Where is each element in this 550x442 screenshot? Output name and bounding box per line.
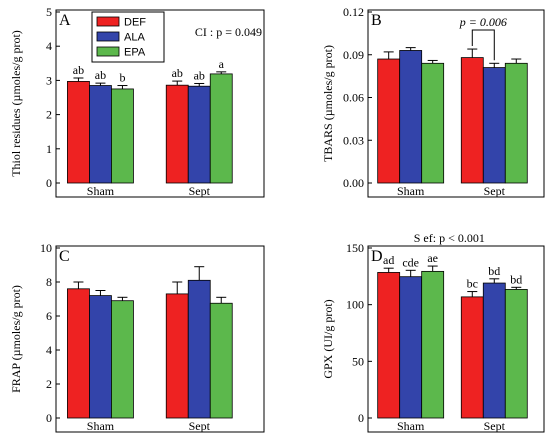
x-tick-label: Sham	[397, 184, 425, 198]
y-tick-label: 0.00	[343, 176, 364, 190]
y-tick-label: 4	[46, 343, 52, 357]
plot-frame	[367, 245, 545, 433]
x-tick-label: Sept	[484, 184, 506, 198]
legend-swatch-def	[96, 16, 120, 27]
y-tick-label: 150	[346, 241, 364, 255]
y-tick-label: 3	[46, 73, 52, 87]
legend-swatch-epa	[96, 46, 120, 57]
bar-def-sept	[165, 84, 189, 184]
panel-B: 0.00 0.03 0.06 0.09 0.12 TBARS (µmoles/g prot…	[321, 5, 545, 198]
bar-letter-label: ab	[172, 66, 183, 80]
bar-ala-sept	[187, 279, 211, 419]
bar-letter-label: ad	[383, 253, 394, 267]
bar-def-sept	[460, 296, 484, 419]
y-tick-label: 0.12	[343, 5, 364, 19]
bar-ala-sept	[482, 67, 506, 184]
bar-letter-label: b	[119, 71, 125, 85]
stat-annotation: CI : p = 0.049	[195, 25, 262, 39]
bar-ala-sham	[399, 50, 423, 184]
bar-ala-sept	[482, 282, 506, 419]
y-tick-label: 2	[46, 377, 52, 391]
y-tick-label: 0.03	[343, 133, 364, 147]
bar-epa-sept	[209, 73, 233, 184]
panel-label: D	[371, 248, 383, 265]
bar-letter-label: ab	[95, 68, 106, 82]
y-tick-label: 100	[346, 298, 364, 312]
panel-label: A	[59, 12, 71, 29]
bar-ala-sept	[187, 85, 211, 184]
bar-letter-label: ab	[73, 63, 84, 77]
bar-epa-sham	[421, 62, 445, 184]
stat-annotation: p = 0.006	[459, 15, 507, 29]
bar-def-sham	[67, 288, 90, 419]
y-tick-label: 5	[46, 5, 52, 19]
y-axis-label: FRAP (µmoles/g prot)	[9, 285, 23, 393]
panel-label: B	[371, 12, 382, 29]
bar-epa-sept	[504, 289, 528, 419]
bar-epa-sept	[504, 62, 528, 184]
significance-bracket	[471, 29, 495, 61]
y-axis-label: TBARS (µmoles/g prot)	[321, 45, 335, 162]
y-tick-label: 50	[352, 354, 364, 368]
bar-letter-label: a	[219, 57, 225, 71]
y-axis-label: GPX (UI/g prot)	[321, 299, 335, 378]
y-tick-label: 0.09	[343, 48, 364, 62]
y-tick-label: 8	[46, 275, 52, 289]
bar-letter-label: bd	[488, 264, 500, 278]
bar-ala-sham	[89, 85, 112, 184]
y-tick-label: 6	[46, 309, 52, 323]
y-tick-label: 0	[46, 176, 52, 190]
plot-frame	[367, 9, 545, 198]
legend-label-epa: EPA	[124, 47, 146, 59]
panel-label: C	[59, 248, 70, 265]
plot-frame	[55, 245, 265, 433]
bar-def-sham	[377, 58, 401, 184]
y-tick-label: 10	[40, 241, 52, 255]
bar-ala-sham	[89, 295, 112, 419]
bar-epa-sham	[421, 270, 445, 419]
y-tick-label: 0.06	[343, 91, 364, 105]
x-tick-label: Sept	[189, 184, 211, 198]
bar-def-sham	[67, 81, 90, 184]
bar-def-sept	[460, 57, 484, 184]
x-tick-label: Sept	[484, 419, 506, 433]
y-tick-label: 2	[46, 108, 52, 122]
bar-ala-sham	[399, 276, 423, 419]
legend-label-def: DEF	[124, 17, 146, 29]
y-tick-label: 0	[358, 411, 364, 425]
bar-epa-sham	[111, 88, 134, 184]
stat-annotation: S ef: p < 0.001	[414, 231, 485, 245]
y-tick-label: 1	[46, 142, 52, 156]
plot-frame	[55, 9, 265, 198]
x-tick-label: Sham	[87, 419, 115, 433]
legend: DEF ALA EPA	[91, 11, 165, 63]
bar-letter-label: ae	[427, 251, 438, 265]
bar-letter-label: cde	[402, 255, 419, 269]
legend-swatch-ala	[96, 31, 120, 42]
y-tick-label: 0	[46, 411, 52, 425]
bar-def-sept	[165, 293, 189, 419]
x-tick-label: Sham	[397, 419, 425, 433]
bar-letter-label: ab	[194, 68, 205, 82]
bar-letter-label: bc	[467, 277, 478, 291]
x-tick-label: Sept	[189, 419, 211, 433]
bar-letter-label: bd	[510, 272, 522, 286]
y-axis-label: Thiol residues (µmoles/g prot)	[9, 30, 23, 177]
bar-epa-sept	[209, 302, 233, 419]
legend-label-ala: ALA	[124, 32, 145, 44]
bar-epa-sham	[111, 300, 134, 419]
bar-def-sham	[377, 272, 401, 419]
panel-C: 0 2 4 6 8 10 FRAP (µmoles/g prot) C Sham Sept	[9, 241, 265, 433]
x-tick-label: Sham	[87, 184, 115, 198]
y-tick-label: 4	[46, 39, 52, 53]
